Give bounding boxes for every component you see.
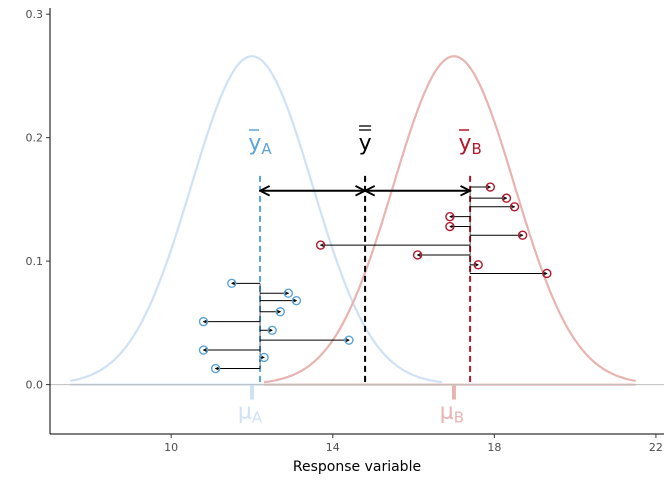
data-point-a-9 xyxy=(210,363,221,374)
y-tick-label-0: 0.0 xyxy=(26,379,44,392)
data-point-b-1 xyxy=(501,193,512,203)
data-point-b-3 xyxy=(445,211,455,222)
data-point-b-2 xyxy=(509,202,520,212)
x-tick-label-0: 10 xyxy=(164,441,178,454)
data-point-b-9 xyxy=(542,268,552,279)
density-curve-b xyxy=(263,55,636,384)
data-point-b-0 xyxy=(485,182,496,192)
group-b-mean-label: yB xyxy=(458,131,481,158)
x-tick-label-2: 18 xyxy=(487,441,501,454)
true-mean-marker-b xyxy=(451,385,456,400)
data-point-b-7 xyxy=(412,250,423,260)
data-point-b-5 xyxy=(517,230,528,240)
true-mean-label-b: μB xyxy=(440,400,464,427)
data-point-a-2 xyxy=(291,295,302,306)
data-point-a-6 xyxy=(344,335,354,345)
axes: 10 14 18 22 0.0 0.1 0.2 0.3 xyxy=(26,8,664,454)
mean-labels: yA y yB μA μB xyxy=(238,125,482,427)
data-point-b-6 xyxy=(315,240,326,250)
x-tick-label-3: 22 xyxy=(649,441,663,454)
data-point-a-8 xyxy=(259,352,269,363)
data-point-a-7 xyxy=(198,345,209,355)
mean-lines xyxy=(260,175,470,385)
x-tick-label-1: 14 xyxy=(326,441,340,454)
x-axis-title: Response variable xyxy=(293,459,421,475)
density-curve-a xyxy=(69,55,442,384)
true-mean-marker-a xyxy=(249,385,254,400)
density-curves xyxy=(69,55,636,386)
y-tick-label-1: 0.1 xyxy=(26,255,44,268)
data-point-b-8 xyxy=(473,260,483,270)
data-point-a-0 xyxy=(227,278,237,289)
grand-mean-label: y xyxy=(359,131,372,156)
group-a-mean-label: yA xyxy=(248,131,272,158)
data-point-b-4 xyxy=(445,221,455,232)
true-mean-label-a: μA xyxy=(238,400,263,427)
data-point-a-1 xyxy=(283,288,294,298)
data-point-a-3 xyxy=(275,307,285,317)
data-points xyxy=(198,182,552,374)
data-point-a-5 xyxy=(267,325,277,335)
y-tick-label-3: 0.3 xyxy=(26,8,44,21)
data-point-a-4 xyxy=(198,316,209,327)
y-tick-label-2: 0.2 xyxy=(26,132,44,145)
